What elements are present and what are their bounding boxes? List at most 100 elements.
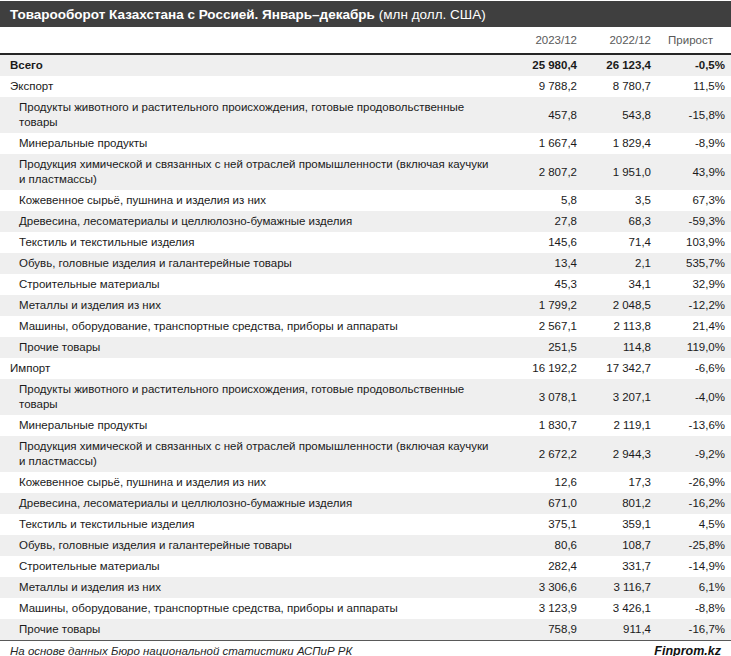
value-2023: 27,8 bbox=[505, 211, 577, 232]
value-2022: 3 116,7 bbox=[577, 577, 651, 598]
footer-bar: На основе данных Бюро национальной стати… bbox=[0, 640, 731, 656]
row-label: Обувь, головные изделия и галантерейные … bbox=[0, 253, 505, 274]
row-label: Металлы и изделия из них bbox=[0, 577, 505, 598]
table-row: Обувь, головные изделия и галантерейные … bbox=[0, 535, 731, 556]
value-2022: 1 829,4 bbox=[577, 133, 651, 154]
row-label: Древесина, лесоматериалы и целлюлозно-бу… bbox=[0, 493, 505, 514]
table-row: Прочие товары758,9911,4-16,7% bbox=[0, 619, 731, 640]
value-2023: 375,1 bbox=[505, 514, 577, 535]
title-bar: Товарооборот Казахстана с Россией. Январ… bbox=[0, 1, 731, 27]
value-2022: 801,2 bbox=[577, 493, 651, 514]
growth-value: 67,3% bbox=[651, 190, 731, 211]
growth-value: -59,3% bbox=[651, 211, 731, 232]
value-2023: 758,9 bbox=[505, 619, 577, 640]
table-row: Древесина, лесоматериалы и целлюлозно-бу… bbox=[0, 211, 731, 232]
table-row: Экспорт9 788,28 780,711,5% bbox=[0, 76, 731, 97]
row-label: Обувь, головные изделия и галантерейные … bbox=[0, 535, 505, 556]
value-2022: 2 944,3 bbox=[577, 436, 651, 472]
value-2022: 2 113,8 bbox=[577, 316, 651, 337]
value-2022: 8 780,7 bbox=[577, 76, 651, 97]
growth-value: -25,8% bbox=[651, 535, 731, 556]
value-2023: 9 788,2 bbox=[505, 76, 577, 97]
value-2022: 2,1 bbox=[577, 253, 651, 274]
column-header-row: 2023/12 2022/12 Прирост bbox=[0, 27, 731, 54]
row-label: Минеральные продукты bbox=[0, 415, 505, 436]
value-2023: 3 306,6 bbox=[505, 577, 577, 598]
value-2022: 34,1 bbox=[577, 274, 651, 295]
row-label: Продукция химической и связанных с ней о… bbox=[0, 436, 505, 472]
table-row: Всего25 980,426 123,4-0,5% bbox=[0, 54, 731, 76]
value-2022: 3 207,1 bbox=[577, 379, 651, 415]
growth-value: -13,6% bbox=[651, 415, 731, 436]
value-2022: 2 119,1 bbox=[577, 415, 651, 436]
source-note: На основе данных Бюро национальной стати… bbox=[10, 645, 352, 656]
column-header-2022: 2022/12 bbox=[577, 27, 651, 54]
row-label: Машины, оборудование, транспортные средс… bbox=[0, 598, 505, 619]
table-row: Минеральные продукты1 830,72 119,1-13,6% bbox=[0, 415, 731, 436]
value-2023: 13,4 bbox=[505, 253, 577, 274]
value-2022: 331,7 bbox=[577, 556, 651, 577]
table-row: Импорт16 192,217 342,7-6,6% bbox=[0, 358, 731, 379]
table-row: Машины, оборудование, транспортные средс… bbox=[0, 316, 731, 337]
table-row: Строительные материалы282,4331,7-14,9% bbox=[0, 556, 731, 577]
growth-value: 21,4% bbox=[651, 316, 731, 337]
growth-value: -12,2% bbox=[651, 295, 731, 316]
row-label: Импорт bbox=[0, 358, 505, 379]
value-2022: 71,4 bbox=[577, 232, 651, 253]
value-2023: 2 672,2 bbox=[505, 436, 577, 472]
growth-value: -8,8% bbox=[651, 598, 731, 619]
value-2023: 45,3 bbox=[505, 274, 577, 295]
value-2022: 1 951,0 bbox=[577, 154, 651, 190]
value-2022: 108,7 bbox=[577, 535, 651, 556]
column-header-2023: 2023/12 bbox=[505, 27, 577, 54]
value-2023: 3 078,1 bbox=[505, 379, 577, 415]
value-2023: 80,6 bbox=[505, 535, 577, 556]
table-row: Древесина, лесоматериалы и целлюлозно-бу… bbox=[0, 493, 731, 514]
table-body: Всего25 980,426 123,4-0,5%Экспорт9 788,2… bbox=[0, 54, 731, 640]
growth-value: 6,1% bbox=[651, 577, 731, 598]
row-label: Продукты животного и растительного проис… bbox=[0, 97, 505, 133]
table-row: Машины, оборудование, транспортные средс… bbox=[0, 598, 731, 619]
value-2022: 114,8 bbox=[577, 337, 651, 358]
growth-value: -26,9% bbox=[651, 472, 731, 493]
table-row: Продукты животного и растительного проис… bbox=[0, 379, 731, 415]
table-row: Обувь, головные изделия и галантерейные … bbox=[0, 253, 731, 274]
table-row: Кожевенное сырьё, пушнина и изделия из н… bbox=[0, 472, 731, 493]
growth-value: 11,5% bbox=[651, 76, 731, 97]
row-label: Минеральные продукты bbox=[0, 133, 505, 154]
value-2022: 2 048,5 bbox=[577, 295, 651, 316]
growth-value: -15,8% bbox=[651, 97, 731, 133]
table-row: Текстиль и текстильные изделия145,671,41… bbox=[0, 232, 731, 253]
value-2023: 2 807,2 bbox=[505, 154, 577, 190]
table-row: Строительные материалы45,334,132,9% bbox=[0, 274, 731, 295]
value-2022: 543,8 bbox=[577, 97, 651, 133]
row-label: Строительные материалы bbox=[0, 556, 505, 577]
table-row: Прочие товары251,5114,8119,0% bbox=[0, 337, 731, 358]
growth-value: 32,9% bbox=[651, 274, 731, 295]
growth-value: 535,7% bbox=[651, 253, 731, 274]
value-2023: 12,6 bbox=[505, 472, 577, 493]
growth-value: 43,9% bbox=[651, 154, 731, 190]
value-2023: 671,0 bbox=[505, 493, 577, 514]
row-label: Строительные материалы bbox=[0, 274, 505, 295]
growth-value: -8,9% bbox=[651, 133, 731, 154]
title-unit: (млн долл. США) bbox=[379, 7, 486, 22]
value-2023: 25 980,4 bbox=[505, 54, 577, 76]
value-2023: 251,5 bbox=[505, 337, 577, 358]
value-2022: 359,1 bbox=[577, 514, 651, 535]
value-2022: 911,4 bbox=[577, 619, 651, 640]
value-2022: 17 342,7 bbox=[577, 358, 651, 379]
row-label: Машины, оборудование, транспортные средс… bbox=[0, 316, 505, 337]
infographic-page: Товарооборот Казахстана с Россией. Январ… bbox=[0, 1, 731, 656]
page-title: Товарооборот Казахстана с Россией. Январ… bbox=[10, 7, 375, 22]
column-header-growth: Прирост bbox=[651, 27, 731, 54]
row-label: Продукты животного и растительного проис… bbox=[0, 379, 505, 415]
row-label: Текстиль и текстильные изделия bbox=[0, 514, 505, 535]
table-row: Минеральные продукты1 667,41 829,4-8,9% bbox=[0, 133, 731, 154]
value-2023: 145,6 bbox=[505, 232, 577, 253]
row-label: Всего bbox=[0, 54, 505, 76]
value-2023: 282,4 bbox=[505, 556, 577, 577]
row-label: Прочие товары bbox=[0, 619, 505, 640]
table-row: Продукты животного и растительного проис… bbox=[0, 97, 731, 133]
value-2023: 457,8 bbox=[505, 97, 577, 133]
